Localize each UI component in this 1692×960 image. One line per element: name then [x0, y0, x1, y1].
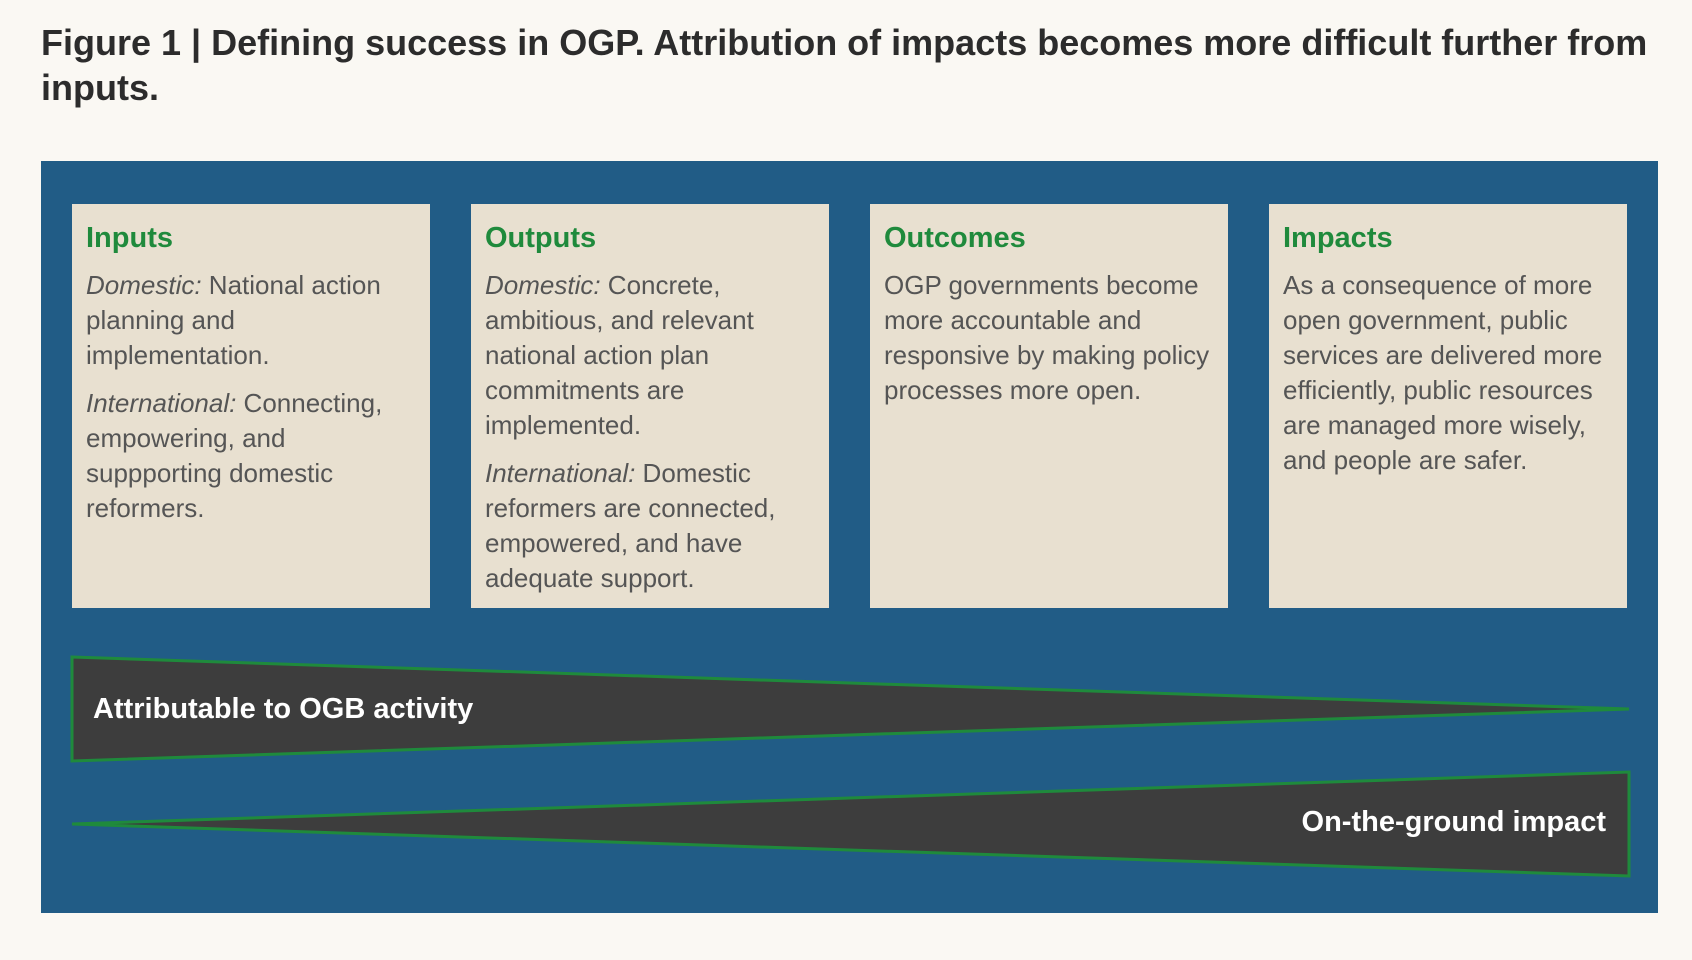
outcomes-box: Outcomes OGP governments become more acc…	[870, 204, 1228, 608]
para-text: Concrete, ambitious, and relevant nation…	[485, 270, 754, 440]
box-heading: Inputs	[86, 222, 173, 254]
box-paragraph: Domestic: Concrete, ambitious, and relev…	[485, 268, 815, 443]
box-heading: Impacts	[1283, 222, 1393, 254]
para-text: Domestic reformers are connected, empowe…	[485, 458, 776, 593]
para-lead: International:	[485, 458, 636, 488]
para-text: As a consequence of more open government…	[1283, 270, 1603, 475]
impact-wedge	[71, 770, 1631, 878]
inputs-box: Inputs Domestic: National action plannin…	[72, 204, 430, 608]
box-paragraph: Domestic: National action planning and i…	[86, 268, 416, 373]
outputs-box: Outputs Domestic: Concrete, ambitious, a…	[471, 204, 829, 608]
impact-label: On-the-ground impact	[1301, 806, 1606, 838]
box-paragraph: International: Connecting, empowering, a…	[86, 386, 416, 526]
box-heading: Outcomes	[884, 222, 1026, 254]
box-paragraph: OGP governments become more accountable …	[884, 268, 1214, 408]
attribution-wedge	[70, 655, 1630, 763]
wedges-graphic	[70, 655, 1631, 878]
diagram-panel: Inputs Domestic: National action plannin…	[41, 161, 1658, 913]
impacts-box: Impacts As a consequence of more open go…	[1269, 204, 1627, 608]
box-paragraph: As a consequence of more open government…	[1283, 268, 1613, 478]
para-lead: Domestic:	[485, 270, 601, 300]
para-lead: Domestic:	[86, 270, 202, 300]
para-text: National action planning and implementat…	[86, 270, 381, 370]
attribution-label: Attributable to OGB activity	[93, 693, 474, 725]
para-lead: International:	[86, 388, 237, 418]
para-text: OGP governments become more accountable …	[884, 270, 1210, 405]
figure-title: Figure 1 | Defining success in OGP. Attr…	[41, 22, 1648, 108]
box-heading: Outputs	[485, 222, 597, 254]
box-paragraph: International: Domestic reformers are co…	[485, 456, 815, 596]
para-text: Connecting, empowering, and suppporting …	[86, 388, 383, 523]
